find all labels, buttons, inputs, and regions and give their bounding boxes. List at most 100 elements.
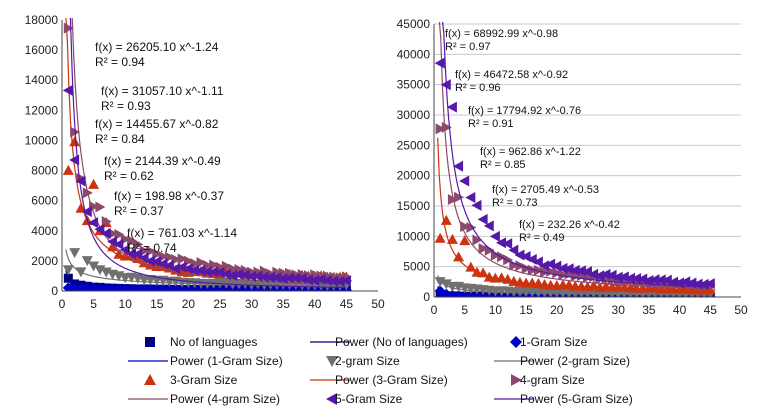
- y-tick-label: 0: [51, 284, 58, 298]
- point-5-gram-size: [157, 258, 168, 270]
- x-tick-label: 10: [489, 303, 503, 317]
- point-4-gram-size: [521, 262, 532, 274]
- x-tick-label: 40: [308, 297, 322, 311]
- point-5-gram-size: [69, 154, 80, 166]
- series-5-gram-size: [62, 84, 351, 287]
- r-squared-label: R² = 0.73: [492, 197, 538, 209]
- point-4-gram-size: [466, 221, 477, 233]
- point-3-gram-size: [69, 136, 81, 147]
- x-tick-label: 35: [277, 297, 291, 311]
- point-5-gram-size: [502, 238, 513, 250]
- legend-item-no-of-languages: No of languages: [145, 335, 257, 349]
- point-5-gram-size: [265, 271, 276, 283]
- y-tick-label: 25000: [397, 138, 431, 152]
- x-tick-label: 0: [431, 303, 438, 317]
- x-tick-label: 45: [704, 303, 718, 317]
- point-4-gram-size: [533, 264, 544, 276]
- point-3-gram-size: [434, 232, 446, 243]
- legend-label: Power (5-Gram Size): [520, 392, 633, 406]
- series-5-gram-size: [434, 57, 715, 290]
- x-tick-label: 5: [461, 303, 468, 317]
- point-5-gram-size: [453, 160, 464, 172]
- point-2-gram-size: [62, 265, 74, 276]
- point-5-gram-size: [220, 268, 231, 280]
- point-5-gram-size: [434, 57, 445, 69]
- point-5-gram-size: [309, 274, 320, 286]
- point-4-gram-size: [177, 253, 188, 265]
- point-5-gram-size: [643, 274, 654, 286]
- point-5-gram-size: [176, 261, 187, 273]
- point-5-gram-size: [189, 264, 200, 276]
- r-squared-label: R² = 0.96: [455, 82, 501, 94]
- point-5-gram-size: [483, 220, 494, 232]
- x-tick-label: 25: [213, 297, 227, 311]
- r-squared-label: R² = 0.85: [480, 159, 526, 171]
- point-5-gram-size: [100, 228, 111, 240]
- x-tick-label: 30: [245, 297, 259, 311]
- x-tick-label: 15: [150, 297, 164, 311]
- point-5-gram-size: [271, 272, 282, 284]
- legend-item-power-5-gram-size: Power (5-Gram Size): [494, 392, 633, 406]
- point-5-gram-size: [334, 275, 345, 287]
- point-5-gram-size: [508, 244, 519, 256]
- point-5-gram-size: [290, 272, 301, 284]
- x-tick-label: 20: [550, 303, 564, 317]
- point-4-gram-size: [95, 201, 106, 213]
- point-3-gram-size: [704, 284, 716, 295]
- point-4-gram-size: [552, 267, 563, 279]
- legend-item-2-gram-size: 2-gram Size: [326, 354, 400, 368]
- point-3-gram-size: [88, 178, 100, 189]
- point-2-gram-size: [81, 256, 93, 267]
- point-5-gram-size: [539, 260, 550, 272]
- point-5-gram-size: [489, 230, 500, 242]
- equation-label: f(x) = 68992.99 x^-0.98: [445, 28, 558, 40]
- point-2-gram-size: [69, 248, 81, 259]
- point-5-gram-size: [612, 271, 623, 283]
- right-chart: 0 5000 10000 15000 20000 25000 30000 35000 40000…: [397, 17, 748, 317]
- legend-item-power-3-gram-size: Power (3-Gram Size): [310, 373, 448, 387]
- point-5-gram-size: [655, 274, 666, 286]
- r-squared-label: R² = 0.97: [445, 41, 491, 53]
- point-5-gram-size: [477, 213, 488, 225]
- legend-item-4-gram-size: 4-gram Size: [511, 373, 585, 387]
- trendline-5-gram-size: [69, 18, 346, 289]
- point-5-gram-size: [618, 271, 629, 283]
- point-3-gram-size: [502, 273, 514, 284]
- y-tick-label: 6000: [31, 194, 58, 208]
- point-3-gram-size: [440, 214, 452, 225]
- r-squared-label: R² = 0.93: [101, 99, 151, 113]
- x-tick-label: 5: [90, 297, 97, 311]
- point-5-gram-size: [119, 244, 130, 256]
- r-squared-label: R² = 0.91: [468, 118, 514, 130]
- y-tick-label: 8000: [31, 164, 58, 178]
- x-tick-label: 35: [642, 303, 656, 317]
- y-tick-label: 35000: [397, 78, 431, 92]
- equation-label: f(x) = 46472.58 x^-0.92: [455, 69, 568, 81]
- plot-area: [62, 18, 352, 291]
- y-tick-label: 18000: [25, 13, 59, 27]
- r-squared-label: R² = 0.94: [95, 55, 145, 69]
- y-tick-label: 4000: [31, 224, 58, 238]
- legend-marker: [326, 393, 337, 405]
- x-tick-label: 50: [371, 297, 385, 311]
- legend-item-5-gram-size: 5-Gram Size: [326, 392, 403, 406]
- point-5-gram-size: [532, 256, 543, 268]
- point-2-gram-size: [75, 267, 87, 278]
- point-5-gram-size: [692, 278, 703, 290]
- legend-marker: [511, 374, 522, 386]
- point-5-gram-size: [496, 237, 507, 249]
- point-5-gram-size: [214, 267, 225, 279]
- point-5-gram-size: [126, 248, 137, 260]
- legend-item-power-2-gram-size: Power (2-gram Size): [494, 354, 630, 368]
- y-tick-label: 40000: [397, 47, 431, 61]
- point-3-gram-size: [75, 202, 87, 213]
- point-5-gram-size: [465, 191, 476, 203]
- point-5-gram-size: [144, 255, 155, 267]
- y-tick-label: 12000: [25, 103, 59, 117]
- x-tick-label: 30: [612, 303, 626, 317]
- x-tick-label: 25: [581, 303, 595, 317]
- point-5-gram-size: [667, 276, 678, 288]
- point-5-gram-size: [246, 270, 257, 282]
- point-4-gram-size: [447, 193, 458, 205]
- point-5-gram-size: [575, 265, 586, 277]
